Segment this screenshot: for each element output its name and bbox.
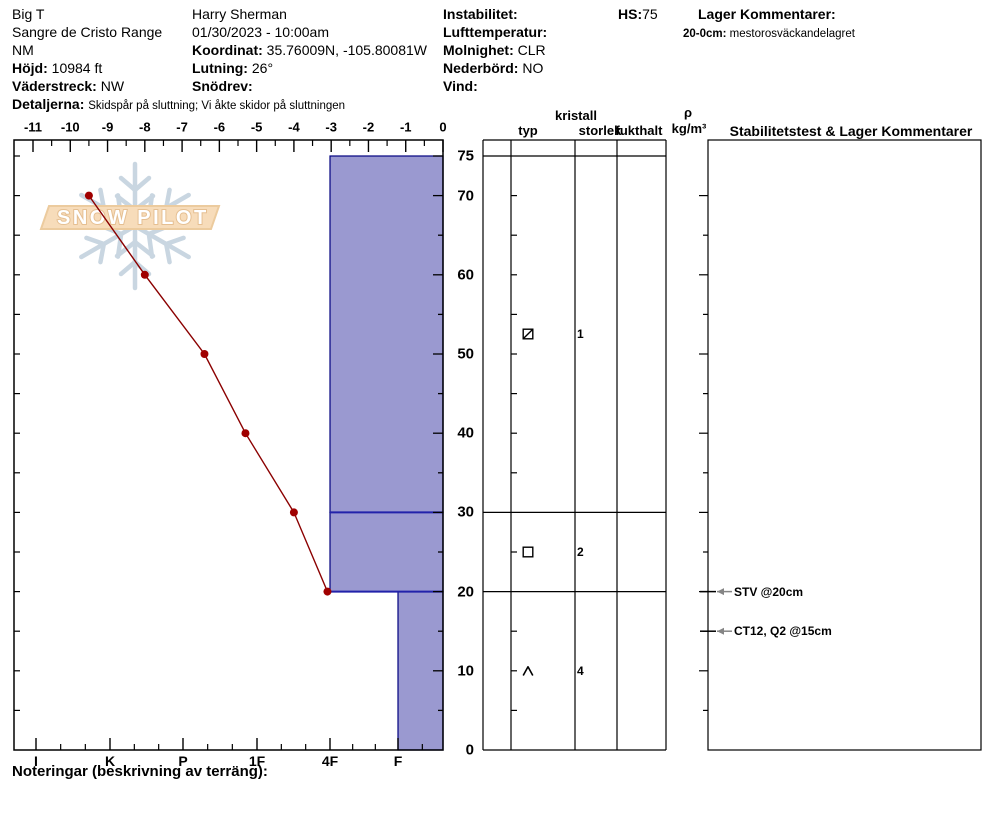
depth-axis-label: 0 [465, 741, 474, 759]
state-name: NM [12, 42, 34, 58]
grain-size-value: 1 [577, 327, 584, 342]
grain-symbol [522, 664, 535, 677]
temp-axis-label: -10 [60, 119, 80, 135]
test-annotation: STV @20cm [734, 584, 804, 599]
temp-axis-label: -11 [23, 119, 43, 135]
wind-row: Vind: [443, 78, 478, 94]
temp-axis-label: -3 [325, 119, 337, 135]
depth-axis-label: 70 [457, 187, 474, 205]
temp-axis-label: -6 [213, 119, 226, 135]
hardness-axis-label: P [178, 753, 188, 769]
temp-axis-label: 0 [439, 119, 447, 135]
temp-axis-label: -7 [176, 119, 188, 135]
instability-row: Instabilitet: [443, 6, 518, 22]
hardness-axis-label: F [393, 753, 403, 769]
details-row: Detaljerna: Skidspår på sluttning; Vi åk… [12, 96, 346, 112]
col-header-kg: kg/m³ [671, 121, 707, 136]
precip-row: Nederbörd: NO [443, 60, 544, 76]
grain-symbol [522, 546, 535, 559]
coordinates-row: Koordinat: 35.76009N, -105.80081W [192, 42, 427, 58]
col-header-fukthalt: fukthalt [615, 123, 663, 138]
sky-row: Molnighet: CLR [443, 42, 546, 58]
layer-comment-row: 20-0cm: mestorosväckandelagret [683, 28, 855, 40]
col-header-typ: typ [518, 123, 538, 138]
observer-name: Harry Sherman [192, 6, 287, 22]
col-header-rho: ρ [683, 105, 693, 120]
square-grain-icon [522, 546, 534, 558]
depth-axis-label: 30 [457, 503, 474, 521]
logo-banner [39, 205, 221, 230]
col-header-kristall: kristall [555, 108, 597, 123]
slope-row: Lutning: 26° [192, 60, 274, 76]
depth-axis-label: 50 [457, 345, 474, 363]
depth-axis-label: 10 [457, 662, 474, 680]
grain-symbol [522, 328, 535, 341]
pit-name: Big T [12, 6, 45, 22]
temp-axis-label: -2 [362, 119, 375, 135]
aspect-row: Väderstreck: NW [12, 78, 125, 94]
col-header-stability: Stabilitetstest & Lager Kommentarer [729, 123, 973, 139]
depth-axis-label: 60 [457, 266, 474, 284]
temp-axis-label: -8 [139, 119, 151, 135]
hardness-axis-label: 4F [321, 753, 339, 769]
temp-axis-label: -4 [288, 119, 300, 135]
logo-text: SNOW PILOT [57, 207, 209, 229]
grain-size-value: 2 [577, 545, 584, 559]
hardness-axis-label: 1F [248, 753, 266, 769]
range-name: Sangre de Cristo Range [12, 24, 163, 40]
layer-comments-header: Lager Kommentarer: [698, 6, 836, 22]
drift-row: Snödrev: [192, 78, 253, 94]
depth-axis-label: 40 [457, 424, 474, 442]
hs-row: HS:75 [618, 6, 658, 22]
temp-axis-label: -1 [399, 119, 412, 135]
caret-grain-icon [522, 665, 534, 676]
hardness-axis-label: I [34, 753, 38, 769]
test-annotation: CT12, Q2 @15cm [734, 624, 832, 639]
datetime: 01/30/2023 - 10:00am [192, 24, 329, 40]
depth-axis-label: 75 [457, 147, 474, 165]
hardness-axis-label: K [104, 753, 116, 769]
airtemp-row: Lufttemperatur: [443, 24, 548, 40]
elevation-row: Höjd: 10984 ft [12, 60, 103, 76]
notes-label: Noteringar (beskrivning av terräng): [12, 763, 268, 780]
snowpilot-logo: SNOW PILOT [39, 161, 221, 291]
temp-axis-label: -5 [250, 119, 263, 135]
square-slash-grain-icon [522, 328, 534, 340]
col-header-storlek: storlek [578, 123, 622, 138]
grain-size-value: 4 [577, 663, 584, 678]
temp-axis-label: -9 [101, 119, 114, 135]
depth-axis-label: 20 [457, 583, 474, 601]
